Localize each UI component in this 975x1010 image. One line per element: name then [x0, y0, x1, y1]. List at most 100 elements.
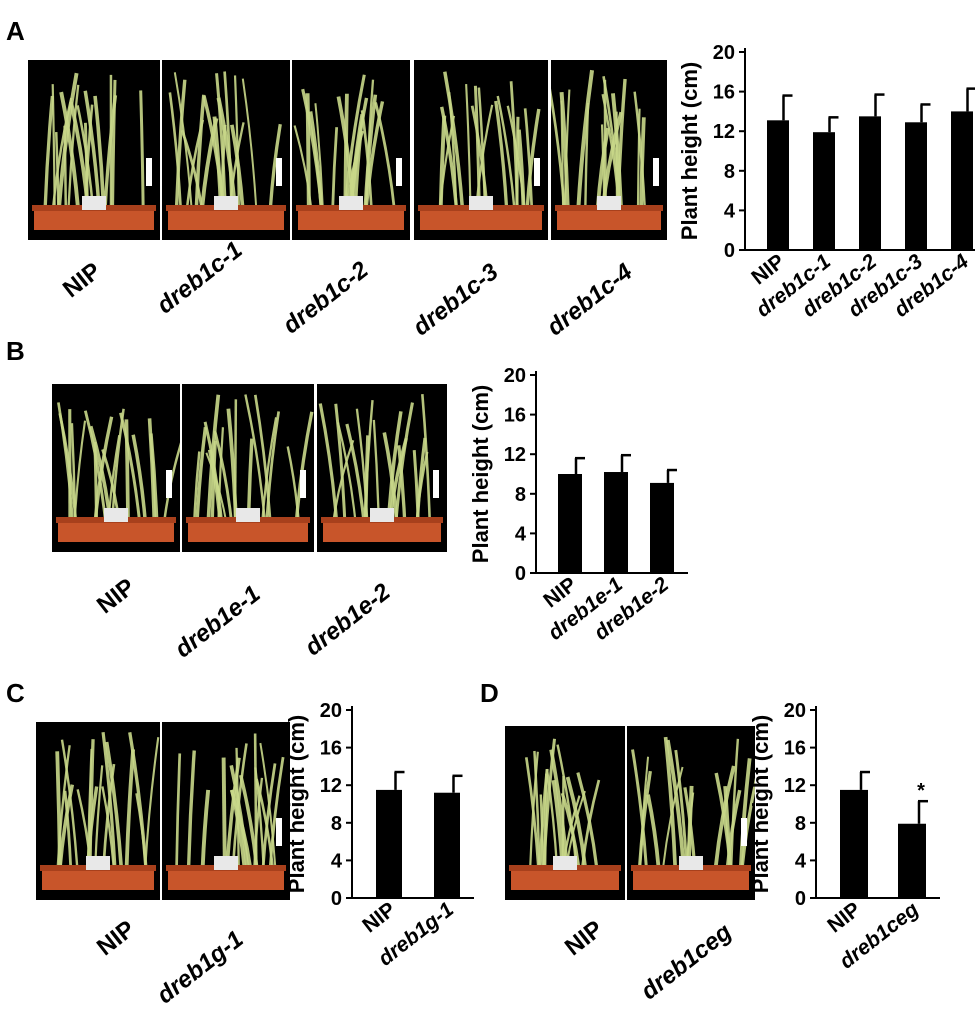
leaf-blade: [243, 79, 256, 208]
soil-tray: [42, 868, 154, 890]
leaf-blade: [95, 765, 102, 868]
y-tick-label: 4: [724, 200, 736, 222]
soil-tray: [420, 208, 542, 230]
plant-tag: [553, 856, 577, 870]
y-tick-label: 0: [515, 563, 526, 585]
seedling-tray-image: [52, 384, 180, 552]
scale-bar: [276, 818, 282, 846]
plant-tag: [469, 196, 493, 210]
x-category-label: NIP: [823, 898, 865, 938]
plant-photo-a-1: [28, 60, 160, 240]
leaf-blade: [648, 795, 659, 868]
y-axis-title: Plant height (cm): [748, 715, 773, 893]
y-tick-label: 16: [784, 738, 806, 760]
leaf-blade: [351, 98, 366, 208]
leaf-blade: [466, 84, 470, 208]
leaf-blade: [333, 127, 337, 208]
leaf-blade: [288, 447, 299, 520]
seedling-tray-image: [627, 726, 755, 900]
leaf-blade: [517, 117, 518, 208]
photo-label-b-3: dreb1e-2: [300, 578, 396, 662]
scale-bar: [534, 158, 540, 186]
leaf-blade: [551, 750, 567, 868]
leaf-blade: [57, 751, 60, 868]
leaf-blade: [578, 773, 597, 868]
y-tick-label: 20: [713, 42, 735, 64]
soil-tray: [633, 868, 749, 890]
scale-bar: [146, 158, 152, 186]
seedling-tray-image: [505, 726, 625, 900]
leaf-blade: [189, 751, 195, 868]
photo-label-c-1: NIP: [92, 915, 141, 962]
leaf-blade: [374, 420, 379, 520]
bar-dreb1ceg: [898, 824, 926, 898]
leaf-blade: [308, 93, 309, 208]
leaf-blade: [376, 102, 395, 208]
y-tick-label: 16: [320, 738, 342, 760]
photo-label-d-1: NIP: [560, 915, 609, 962]
y-tick-label: 0: [795, 888, 806, 910]
plant-tag: [104, 508, 128, 522]
scale-bar: [300, 470, 306, 498]
seedling-tray-image: [162, 722, 290, 900]
soil-tray: [188, 520, 308, 542]
bar-dreb1c-3: [905, 122, 927, 250]
bar-NIP: [376, 790, 402, 898]
x-category-label: NIP: [358, 898, 400, 938]
seedling-tray-image: [182, 384, 314, 552]
significance-asterisk: *: [917, 780, 925, 802]
y-tick-label: 0: [724, 240, 735, 262]
seedling-tray-image: [28, 60, 160, 240]
soil-tray: [168, 868, 284, 890]
soil-tray: [511, 868, 619, 890]
photo-label-a-4: dreb1c-3: [408, 258, 504, 342]
panel-letter-b: B: [6, 336, 25, 367]
bar-NIP: [767, 120, 789, 250]
photo-label-c-2: dreb1g-1: [152, 926, 249, 1010]
plant-photo-a-2: [162, 60, 290, 240]
y-tick-label: 20: [504, 365, 526, 387]
y-tick-label: 16: [504, 405, 526, 427]
plant-photo-a-4: [414, 60, 548, 240]
plant-tag: [214, 196, 238, 210]
leaf-blade: [638, 109, 640, 208]
leaf-blade: [297, 412, 312, 520]
leaf-blade: [177, 753, 180, 868]
bar-dreb1g-1: [434, 793, 460, 898]
soil-tray: [323, 520, 441, 542]
photo-label-a-2: dreb1c-1: [152, 236, 248, 320]
seedling-tray-image: [317, 384, 447, 552]
photo-label-b-2: dreb1e-1: [170, 580, 266, 664]
plant-photo-c-1: [36, 722, 160, 900]
y-axis-title: Plant height (cm): [468, 385, 493, 563]
plant-tag: [214, 856, 238, 870]
y-tick-label: 8: [331, 813, 342, 835]
seedling-tray-image: [414, 60, 548, 240]
plant-photo-d-1: [505, 726, 625, 900]
soil-tray: [34, 208, 154, 230]
plant-tag: [339, 196, 363, 210]
scale-bar: [276, 158, 282, 186]
plant-photo-b-1: [52, 384, 180, 552]
bar-dreb1c-1: [813, 132, 835, 250]
leaf-blade: [75, 421, 85, 520]
plant-tag: [370, 508, 394, 522]
plant-tag: [597, 196, 621, 210]
y-tick-label: 8: [795, 813, 806, 835]
plant-photo-b-2: [182, 384, 314, 552]
soil-tray: [168, 208, 284, 230]
y-tick-label: 12: [784, 775, 806, 797]
leaf-blade: [150, 418, 155, 520]
photo-label-a-3: dreb1c-2: [278, 256, 374, 340]
bar-dreb1e-1: [604, 472, 628, 573]
y-tick-label: 8: [515, 484, 526, 506]
soil-tray: [58, 520, 174, 542]
leaf-blade: [255, 734, 256, 868]
photo-label-d-2: dreb1ceg: [636, 918, 737, 1006]
seedling-tray-image: [162, 60, 290, 240]
bar-NIP: [558, 474, 582, 573]
y-tick-label: 16: [713, 82, 735, 104]
